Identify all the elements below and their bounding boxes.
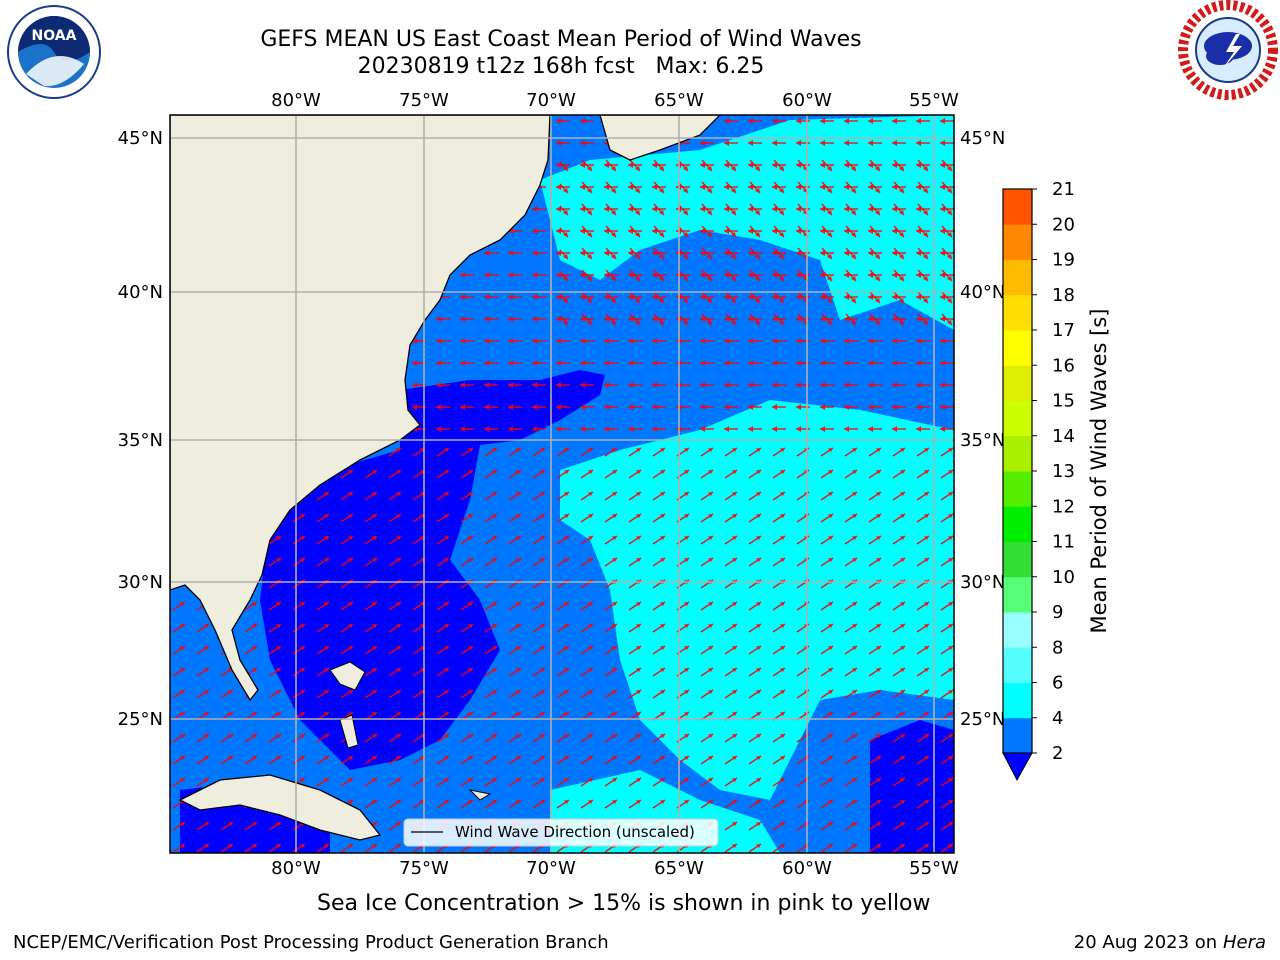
colorbar-tick-label: 8 [1052,637,1063,658]
land-islands [468,789,492,801]
land-bahamas-2 [339,714,359,749]
lat-label-right: 30°N [960,572,1005,593]
colorbar-segment [1003,224,1032,260]
colorbar-segment [1003,647,1032,683]
lat-label-right: 25°N [960,709,1005,730]
colorbar-segment [1003,330,1032,366]
lat-labels-right: 45°N 40°N 35°N 30°N 25°N [960,128,1005,730]
nws-logo [1178,0,1278,100]
colorbar-segment [1003,506,1032,542]
land-north-america [170,115,551,702]
lon-label-bottom: 75°W [399,858,449,879]
colorbar: 2 4 6 8 9 10 11 12 13 14 15 16 17 18 19 20 21 Mean Perio… [1002,179,1111,782]
colorbar-extend-arrow [1002,752,1033,782]
footer-left: NCEP/EMC/Verification Post Processing Pr… [13,932,609,953]
footer-right: 20 Aug 2023 on Hera [1074,932,1266,953]
colorbar-tick-label: 4 [1052,708,1063,729]
lon-label-top: 75°W [399,90,449,111]
lon-label-top: 60°W [782,90,832,111]
colorbar-tick-label: 17 [1052,320,1075,341]
colorbar-segment [1003,471,1032,507]
colorbar-label: Mean Period of Wind Waves [s] [1087,309,1111,634]
lat-label-left: 45°N [118,128,163,149]
lat-labels-left: 45°N 40°N 35°N 30°N 25°N [118,128,163,730]
colorbar-tick-label: 6 [1052,673,1063,694]
chart-title: GEFS MEAN US East Coast Mean Period of W… [260,27,862,52]
colorbar-segments [1003,189,1032,754]
lon-label-top: 70°W [526,90,576,111]
colorbar-tick-label: 18 [1052,285,1075,306]
colorbar-segment [1003,400,1032,437]
lat-label-right: 45°N [960,128,1005,149]
lon-label-bottom: 60°W [782,858,832,879]
map-frame [169,114,955,854]
lon-label-top: 55°W [909,90,959,111]
lon-labels-bottom: 80°W 75°W 70°W 65°W 60°W 55°W [271,858,959,879]
lon-label-top: 80°W [271,90,321,111]
colorbar-tick-label: 16 [1052,355,1075,376]
graticule [170,115,954,853]
footer-date: 20 Aug 2023 on [1073,932,1218,953]
legend-label: Wind Wave Direction (unscaled) [455,823,695,841]
colorbar-segment [1003,294,1032,331]
lon-label-bottom: 65°W [654,858,704,879]
lon-labels-top: 80°W 75°W 70°W 65°W 60°W 55°W [271,90,959,111]
colorbar-segment [1003,435,1032,472]
lon-label-bottom: 80°W [271,858,321,879]
noaa-logo-text: NOAA [32,28,77,44]
colorbar-tick-label: 19 [1052,250,1075,271]
sea-ice-caption: Sea Ice Concentration > 15% is shown in … [317,891,931,916]
colorbar-tick-label: 14 [1052,426,1075,447]
colorbar-tick-label: 10 [1052,567,1075,588]
colorbar-segment [1003,365,1032,401]
colorbar-segment [1003,576,1032,613]
colorbar-tick-label: 13 [1052,461,1075,482]
colorbar-tick-label: 15 [1052,391,1075,412]
colorbar-segment [1003,189,1032,225]
colorbar-segment [1003,717,1032,754]
footer-host: Hera [1222,932,1266,953]
lat-label-right: 35°N [960,430,1005,451]
chart-subtitle: 20230819 t12z 168h fcst Max: 6.25 [357,54,765,79]
colorbar-tick-label: 9 [1052,602,1063,623]
lat-label-left: 40°N [118,282,163,303]
wind-wave-arrows-northeast [560,150,954,330]
lat-label-left: 30°N [118,572,163,593]
colorbar-tick-label: 2 [1052,743,1063,764]
colorbar-segment [1003,612,1032,648]
noaa-logo: NOAA [7,5,101,99]
colorbar-tick-label: 20 [1052,214,1075,235]
lon-label-top: 65°W [654,90,704,111]
land-cuba [178,774,382,841]
colorbar-segment [1003,541,1032,578]
colorbar-tick-label: 11 [1052,532,1075,553]
lon-label-bottom: 70°W [526,858,576,879]
lat-label-right: 40°N [960,282,1005,303]
land-bahamas-1 [329,661,366,691]
map-area [170,115,954,853]
lat-label-left: 35°N [118,430,163,451]
colorbar-ticks: 2 4 6 8 9 10 11 12 13 14 15 16 17 18 19 20 21 [1032,179,1075,764]
map-legend: Wind Wave Direction (unscaled) [403,818,719,847]
lat-label-left: 25°N [118,709,163,730]
colorbar-tick-label: 12 [1052,496,1075,517]
colorbar-segment [1003,259,1032,296]
colorbar-segment [1003,682,1032,719]
lon-label-bottom: 55°W [909,858,959,879]
colorbar-tick-label: 21 [1052,179,1075,200]
